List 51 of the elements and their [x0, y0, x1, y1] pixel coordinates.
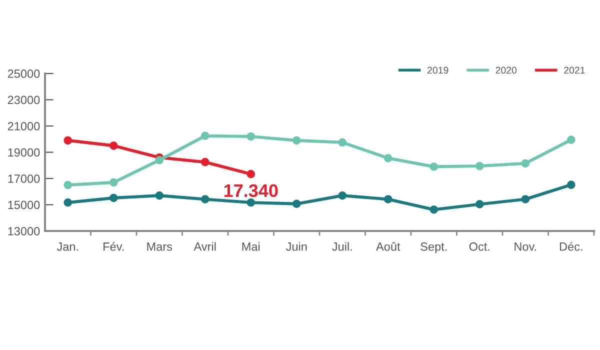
point — [521, 195, 530, 204]
x-tick-label: Sept. — [420, 242, 447, 254]
point — [338, 138, 347, 147]
x-tick-label: Déc. — [560, 242, 582, 251]
x-tick-label: Jan. — [56, 242, 78, 251]
point — [521, 159, 530, 168]
point — [566, 180, 576, 189]
x-tick-label: Mars — [147, 242, 172, 251]
point — [246, 132, 256, 141]
point — [430, 205, 438, 214]
legend-label: 2021 — [564, 66, 585, 74]
y-tick-label: 13000 — [8, 227, 40, 236]
point — [292, 200, 301, 208]
point — [64, 198, 72, 207]
point — [200, 195, 210, 204]
point — [246, 198, 256, 207]
point — [64, 180, 72, 190]
x-tick-label: Oct. — [469, 242, 490, 251]
point — [292, 136, 301, 145]
point — [109, 194, 118, 202]
x-tick-label: Juin — [286, 242, 307, 251]
point — [155, 191, 164, 200]
point — [475, 200, 484, 208]
y-tick-label: 15000 — [8, 200, 40, 210]
y-tick-label: 19000 — [8, 148, 40, 157]
x-tick-label: Avril — [194, 242, 216, 251]
y-tick-label: 23000 — [8, 96, 40, 104]
point — [475, 162, 484, 170]
point — [566, 136, 576, 144]
point — [200, 158, 210, 166]
x-tick-label: Juil. — [332, 242, 352, 251]
x-tick-label: Fév. — [104, 242, 124, 251]
y-tick-label: 25000 — [8, 70, 40, 78]
point — [109, 142, 118, 150]
point — [384, 154, 392, 162]
point — [384, 195, 392, 204]
point — [430, 162, 438, 171]
x-tick-label: Mai — [242, 242, 260, 251]
y-tick-label: 17000 — [8, 174, 40, 183]
x-tick-label: Août — [376, 242, 400, 251]
point — [200, 132, 210, 140]
point — [338, 191, 347, 200]
point — [64, 136, 72, 145]
legend-label: 2019 — [428, 66, 448, 74]
x-tick-label: Nov. — [514, 242, 536, 251]
point — [155, 156, 164, 164]
annotation: 17.340 — [224, 184, 278, 198]
legend-label: 2020 — [496, 66, 517, 74]
point — [246, 170, 256, 178]
y-tick-label: 21000 — [8, 122, 40, 130]
point — [109, 178, 118, 187]
